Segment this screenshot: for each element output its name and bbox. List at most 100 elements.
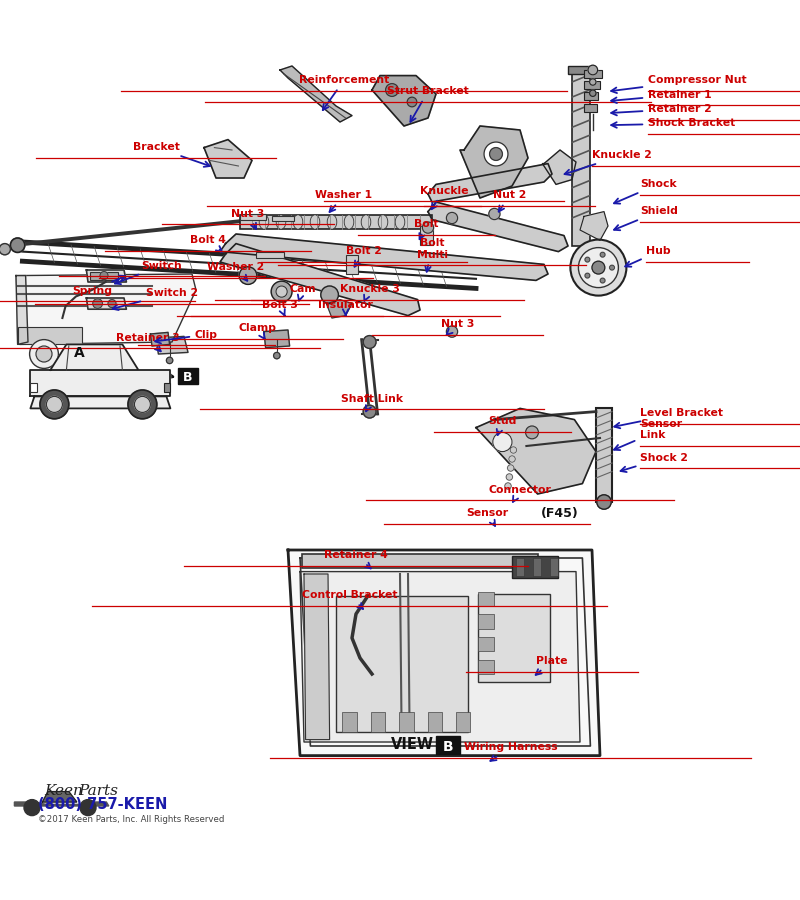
Circle shape: [40, 390, 69, 418]
Polygon shape: [304, 574, 330, 740]
Polygon shape: [30, 370, 170, 396]
Circle shape: [24, 799, 40, 815]
Circle shape: [36, 346, 52, 362]
Polygon shape: [86, 298, 126, 310]
Text: Knuckle 3: Knuckle 3: [340, 284, 399, 301]
Circle shape: [590, 90, 596, 96]
Bar: [420, 226, 433, 245]
Circle shape: [446, 212, 458, 223]
Text: Nut 2: Nut 2: [493, 191, 526, 211]
Text: (800) 757-KEEN: (800) 757-KEEN: [38, 796, 168, 812]
Ellipse shape: [362, 215, 371, 230]
Bar: [240, 215, 432, 230]
Circle shape: [80, 799, 96, 815]
Polygon shape: [428, 202, 568, 252]
Circle shape: [570, 239, 626, 295]
Text: Wiring Harness: Wiring Harness: [463, 742, 558, 760]
Bar: [596, 408, 612, 502]
Polygon shape: [156, 337, 188, 354]
Circle shape: [321, 286, 338, 303]
Text: Shock 2: Shock 2: [621, 453, 688, 472]
Polygon shape: [14, 802, 109, 806]
Bar: [550, 558, 558, 576]
Bar: [370, 712, 386, 732]
Text: Hub: Hub: [625, 247, 671, 266]
Text: Washer 2: Washer 2: [207, 263, 265, 281]
Circle shape: [407, 97, 417, 107]
Text: Insulator: Insulator: [318, 300, 373, 316]
Circle shape: [493, 432, 512, 452]
Polygon shape: [42, 792, 77, 802]
Bar: [346, 255, 358, 274]
Text: Clamp: Clamp: [238, 323, 277, 339]
Text: Washer 1: Washer 1: [315, 191, 373, 212]
Bar: [272, 216, 294, 221]
Text: Cam: Cam: [289, 284, 316, 301]
Text: Bolt 4: Bolt 4: [190, 235, 226, 252]
Circle shape: [386, 84, 398, 96]
Text: Bolt
Multi: Bolt Multi: [417, 238, 447, 272]
Text: VIEW: VIEW: [391, 736, 434, 752]
Text: Shaft Link: Shaft Link: [341, 393, 403, 411]
Polygon shape: [288, 550, 600, 756]
Polygon shape: [220, 244, 420, 316]
Text: Switch 2: Switch 2: [113, 288, 198, 310]
Polygon shape: [542, 150, 576, 184]
Text: Shock Bracket: Shock Bracket: [611, 119, 735, 129]
Text: A: A: [74, 346, 85, 360]
Text: Shock: Shock: [614, 179, 677, 203]
Text: Bracket: Bracket: [133, 142, 210, 166]
Text: Keen: Keen: [44, 784, 83, 798]
Circle shape: [30, 339, 58, 368]
Polygon shape: [16, 274, 196, 345]
Text: B: B: [183, 372, 193, 384]
Polygon shape: [264, 330, 290, 347]
Text: Retainer 1: Retainer 1: [611, 90, 712, 103]
Bar: [302, 554, 538, 569]
Bar: [342, 712, 357, 732]
Bar: [427, 712, 442, 732]
Circle shape: [510, 446, 517, 454]
Text: Nut 3: Nut 3: [441, 320, 474, 335]
Circle shape: [108, 300, 116, 308]
Circle shape: [363, 405, 376, 418]
Text: (F45): (F45): [541, 508, 579, 520]
Bar: [512, 555, 558, 578]
Ellipse shape: [310, 215, 320, 230]
Circle shape: [422, 222, 434, 233]
Text: Retainer 2: Retainer 2: [611, 104, 712, 115]
Bar: [399, 712, 414, 732]
Circle shape: [46, 396, 62, 412]
Bar: [456, 712, 470, 732]
Bar: [436, 736, 460, 754]
Circle shape: [600, 252, 605, 257]
Polygon shape: [428, 164, 552, 202]
Text: Knuckle: Knuckle: [420, 185, 468, 209]
Circle shape: [100, 272, 108, 280]
Circle shape: [0, 244, 10, 255]
Bar: [336, 596, 468, 732]
Bar: [164, 382, 170, 392]
Text: Switch: Switch: [115, 261, 182, 284]
Ellipse shape: [395, 215, 405, 230]
Polygon shape: [476, 409, 596, 494]
Bar: [584, 81, 600, 89]
Text: Sensor
Link: Sensor Link: [614, 418, 682, 450]
Text: Spring: Spring: [72, 275, 126, 295]
Circle shape: [526, 426, 538, 439]
Text: Plate: Plate: [536, 656, 568, 675]
Circle shape: [585, 257, 590, 262]
Text: Bolt 3: Bolt 3: [262, 300, 298, 316]
Ellipse shape: [378, 215, 388, 230]
Bar: [584, 104, 597, 112]
Text: Clip: Clip: [155, 329, 218, 344]
Polygon shape: [580, 212, 608, 240]
Polygon shape: [280, 66, 352, 122]
Text: Nut 3: Nut 3: [231, 209, 265, 229]
Text: Parts: Parts: [78, 784, 118, 798]
Text: Compressor Nut: Compressor Nut: [611, 76, 746, 93]
Text: Retainer 3: Retainer 3: [116, 333, 180, 351]
Text: Bolt 2: Bolt 2: [346, 247, 382, 266]
Circle shape: [10, 238, 25, 252]
Circle shape: [592, 261, 605, 274]
